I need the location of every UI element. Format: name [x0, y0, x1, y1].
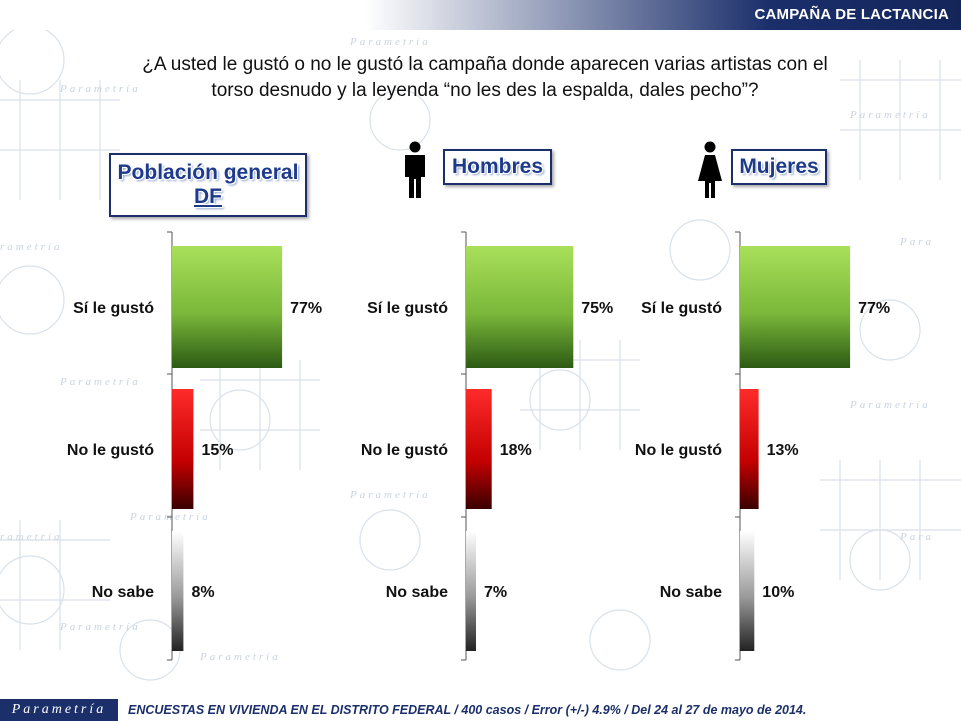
- panel-title-hombres: Hombres: [443, 149, 552, 185]
- bar: [740, 246, 851, 368]
- page-title: CAMPAÑA DE LACTANCIA: [754, 6, 949, 23]
- bar: [172, 246, 283, 368]
- data-label: 10%: [762, 584, 794, 601]
- data-label: 75%: [581, 300, 613, 317]
- bar: [740, 531, 755, 651]
- svg-text:Para: Para: [899, 531, 934, 543]
- svg-text:Parametría: Parametría: [349, 489, 431, 501]
- panel-title-general: Población general DF: [109, 153, 307, 217]
- female-figure-icon: [698, 141, 722, 198]
- data-label: 13%: [767, 442, 799, 459]
- category-label: No le gustó: [635, 442, 722, 459]
- question-line-2: torso desnudo y la leyenda “no les des l…: [211, 80, 759, 101]
- footer-logo: Parametría: [0, 699, 118, 721]
- male-figure-icon: [405, 141, 425, 198]
- category-label: No sabe: [92, 584, 154, 601]
- category-label: Sí le gustó: [367, 300, 448, 317]
- data-label: 77%: [858, 300, 890, 317]
- data-label: 77%: [290, 300, 322, 317]
- svg-text:Para: Para: [899, 236, 934, 248]
- panel-title-hombres-label: Hombres: [451, 155, 544, 178]
- bar: [466, 246, 574, 368]
- svg-text:rametría: rametría: [0, 241, 63, 253]
- svg-text:Parametría: Parametría: [59, 621, 141, 633]
- svg-text:Parametría: Parametría: [849, 399, 931, 411]
- svg-text:Parametría: Parametría: [349, 36, 431, 48]
- header-bar: CAMPAÑA DE LACTANCIA: [0, 0, 961, 30]
- data-label: 18%: [500, 442, 532, 459]
- bar: [466, 531, 476, 651]
- svg-text:Parametría: Parametría: [59, 376, 141, 388]
- category-label: No sabe: [660, 584, 722, 601]
- survey-question: ¿A usted le gustó o no le gustó la campa…: [90, 52, 880, 104]
- category-label: No le gustó: [67, 442, 154, 459]
- category-label: Sí le gustó: [641, 300, 722, 317]
- data-label: 15%: [201, 442, 233, 459]
- svg-text:Parametría: Parametría: [849, 109, 931, 121]
- footer-source-note: ENCUESTAS EN VIVIENDA EN EL DISTRITO FED…: [128, 703, 807, 717]
- panel-title-general-line-1: Población general: [117, 161, 299, 184]
- bar: [466, 389, 492, 509]
- data-label: 8%: [191, 584, 214, 601]
- bar: [172, 531, 184, 651]
- bar: [740, 389, 759, 509]
- panel-title-mujeres: Mujeres: [731, 149, 827, 185]
- svg-text:rametría: rametría: [0, 531, 63, 543]
- category-label: No sabe: [386, 584, 448, 601]
- svg-text:Parametría: Parametría: [59, 83, 141, 95]
- bar: [172, 389, 194, 509]
- panel-title-general-line-2: DF: [194, 185, 222, 208]
- svg-text:Parametría: Parametría: [199, 651, 281, 663]
- question-line-1: ¿A usted le gustó o no le gustó la campa…: [142, 54, 828, 75]
- category-label: No le gustó: [361, 442, 448, 459]
- category-label: Sí le gustó: [73, 300, 154, 317]
- panel-title-mujeres-label: Mujeres: [739, 155, 819, 178]
- data-label: 7%: [484, 584, 507, 601]
